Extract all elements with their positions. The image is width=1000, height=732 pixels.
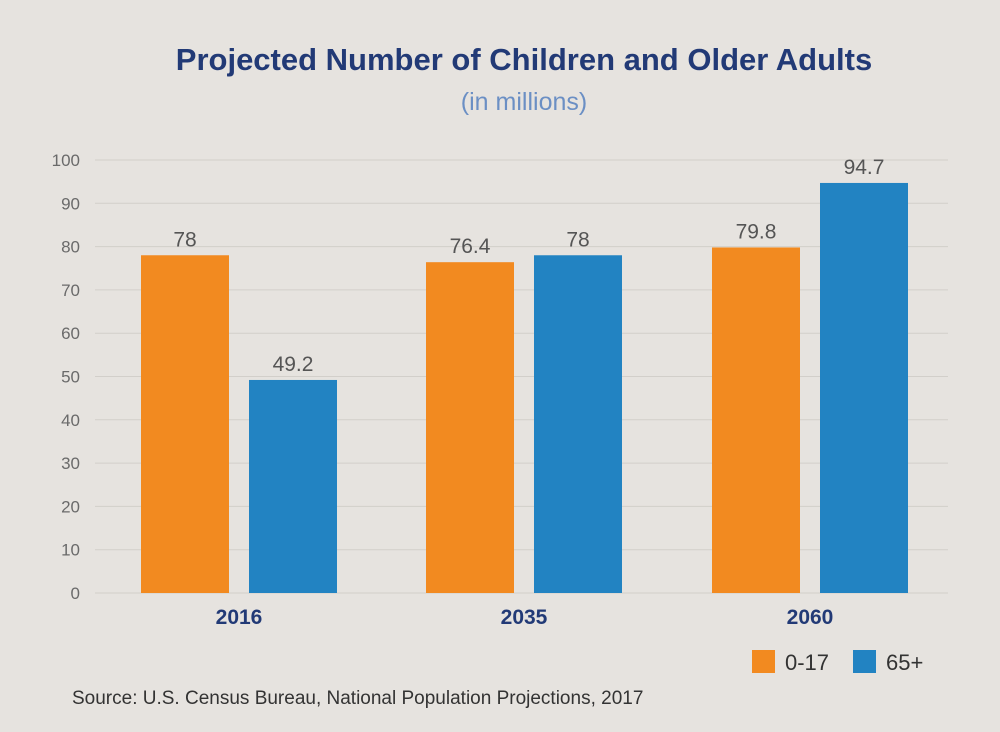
data-label-65-plus-2016: 49.2 xyxy=(273,353,314,376)
data-label-65-plus-2060: 94.7 xyxy=(844,156,885,179)
grid-lines xyxy=(95,159,948,594)
x-axis-categories: 2016 2035 2060 xyxy=(216,606,834,629)
y-tick-label-30: 30 xyxy=(61,454,80,473)
y-tick-label-70: 70 xyxy=(61,281,80,300)
bar-65-plus-2060 xyxy=(820,182,908,593)
y-tick-label-0: 0 xyxy=(71,584,80,603)
data-label-0-17-2060: 79.8 xyxy=(736,220,777,243)
bar-65-plus-2016 xyxy=(249,379,337,593)
y-tick-label-40: 40 xyxy=(61,411,80,430)
chart-subtitle: (in millions) xyxy=(461,88,587,116)
legend-label-65-plus: 65+ xyxy=(886,650,923,675)
data-label-65-plus-2035: 78 xyxy=(566,228,589,251)
bars xyxy=(141,182,908,593)
data-label-0-17-2016: 78 xyxy=(173,228,196,251)
chart-title: Projected Number of Children and Older A… xyxy=(176,42,872,77)
bar-65-plus-2035 xyxy=(534,255,622,593)
data-labels: 78 49.2 76.4 78 79.8 94.7 xyxy=(173,156,884,376)
y-tick-label-60: 60 xyxy=(61,324,80,343)
bar-0-17-2035 xyxy=(426,262,514,593)
legend: 0-17 65+ xyxy=(752,650,923,675)
bar-0-17-2016 xyxy=(141,255,229,593)
x-category-2035: 2035 xyxy=(501,606,548,629)
x-category-2060: 2060 xyxy=(787,606,834,629)
data-label-0-17-2035: 76.4 xyxy=(450,235,491,258)
y-tick-label-50: 50 xyxy=(61,368,80,387)
legend-swatch-0-17 xyxy=(752,650,775,673)
legend-label-0-17: 0-17 xyxy=(785,650,829,675)
y-tick-label-20: 20 xyxy=(61,497,80,516)
source-note: Source: U.S. Census Bureau, National Pop… xyxy=(72,688,643,709)
y-tick-label-90: 90 xyxy=(61,194,80,213)
y-tick-label-10: 10 xyxy=(61,541,80,560)
legend-swatch-65-plus xyxy=(853,650,876,673)
y-tick-label-80: 80 xyxy=(61,238,80,257)
x-category-2016: 2016 xyxy=(216,606,263,629)
bar-0-17-2060 xyxy=(712,247,800,593)
y-axis-ticks: 0 10 20 30 40 50 60 70 80 90 100 xyxy=(52,151,80,603)
y-tick-label-100: 100 xyxy=(52,151,80,170)
